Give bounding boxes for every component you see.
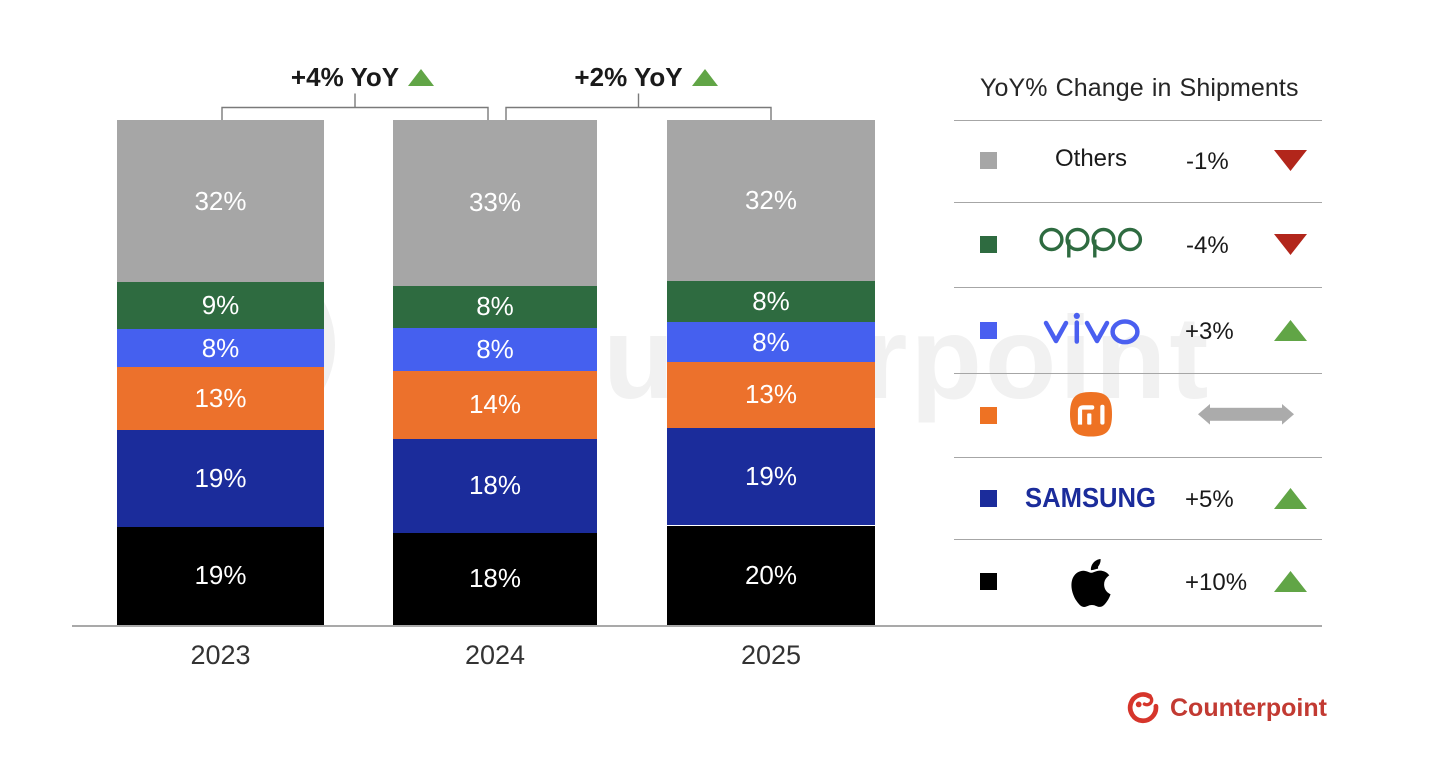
svg-text:SAMSUNG: SAMSUNG [1025,486,1156,510]
